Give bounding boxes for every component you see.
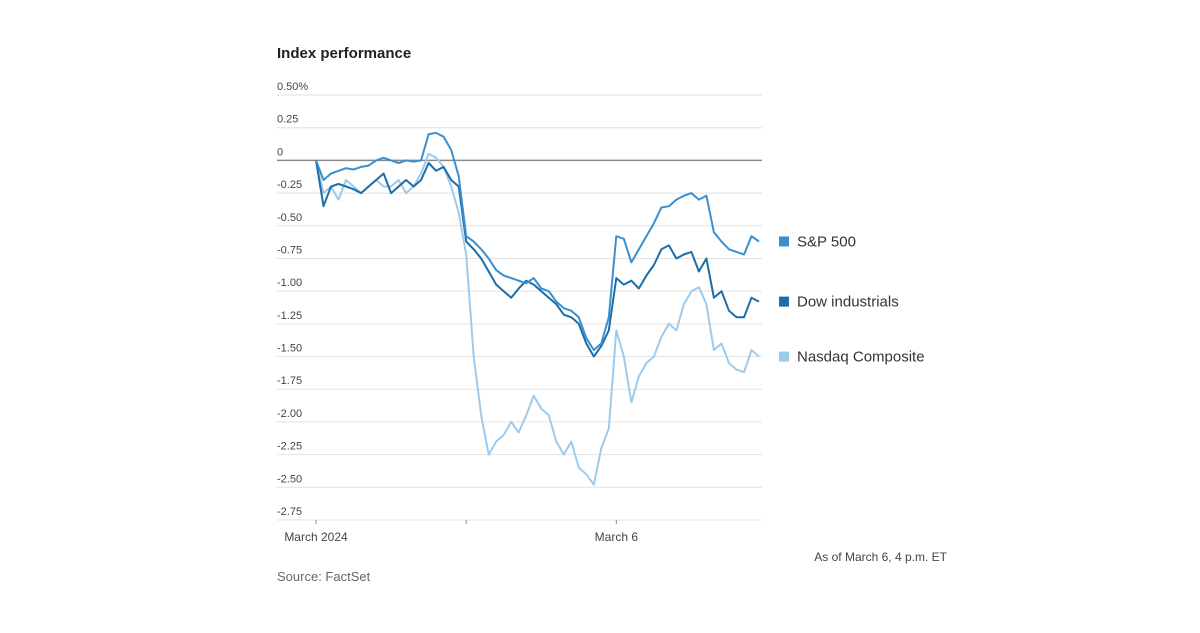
legend-swatch — [779, 351, 789, 362]
legend-label: Dow industrials — [797, 294, 899, 311]
y-tick-label: -1.25 — [277, 310, 302, 322]
y-tick-label: -2.50 — [277, 473, 302, 485]
y-tick-label: -1.75 — [277, 375, 302, 387]
y-tick-label: -1.00 — [277, 277, 302, 289]
legend-swatch — [779, 296, 789, 307]
legend-swatch — [779, 236, 789, 247]
line — [315, 131, 760, 351]
source: Source: FactSet — [277, 569, 371, 584]
line — [315, 160, 760, 358]
y-tick-label: -0.75 — [277, 244, 302, 256]
legend-label: Nasdaq Composite — [797, 349, 925, 366]
line — [315, 152, 760, 486]
y-tick-label: -2.00 — [277, 408, 302, 420]
x-tick-label: March 6 — [595, 530, 639, 544]
note: As of March 6, 4 p.m. ET — [814, 550, 947, 564]
y-tick-label: -0.50 — [277, 212, 302, 224]
y-tick-label: -2.25 — [277, 441, 302, 453]
y-tick-label: -1.50 — [277, 343, 302, 355]
y-tick-label: 0 — [277, 146, 283, 158]
y-tick-label: -2.75 — [277, 506, 302, 518]
y-tick-label: 0.50% — [277, 81, 308, 93]
x-tick-label: March 2024 — [284, 530, 348, 544]
chart-title: Index performance — [277, 45, 411, 62]
legend-label: S&P 500 — [797, 233, 856, 250]
y-tick-label: 0.25 — [277, 114, 298, 126]
y-tick-label: -0.25 — [277, 179, 302, 191]
